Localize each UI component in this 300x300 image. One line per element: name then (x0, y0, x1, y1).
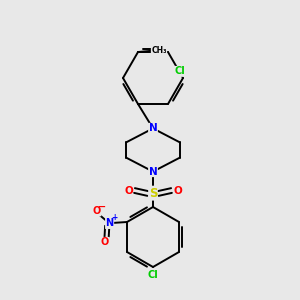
Text: O: O (93, 206, 101, 216)
Text: S: S (149, 187, 157, 200)
Text: Cl: Cl (175, 66, 185, 76)
Text: O: O (101, 237, 109, 248)
Text: O: O (173, 185, 182, 196)
Text: O: O (124, 185, 133, 196)
Text: +: + (111, 213, 117, 222)
Text: −: − (98, 201, 106, 212)
Text: Cl: Cl (148, 270, 158, 280)
Text: N: N (106, 218, 114, 229)
Text: N: N (148, 123, 158, 134)
Text: N: N (148, 167, 158, 177)
Text: CH₃: CH₃ (151, 46, 167, 55)
